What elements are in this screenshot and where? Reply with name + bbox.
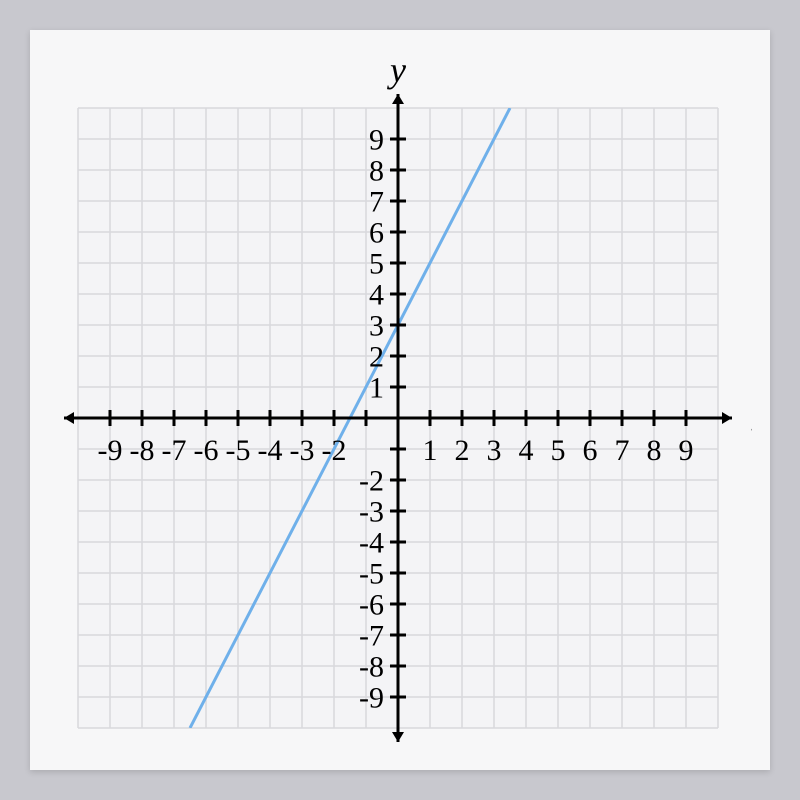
svg-text:-6: -6 bbox=[359, 589, 384, 622]
chart-panel: -9-8-7-6-5-4-3-2123456789123456789-2-3-4… bbox=[30, 30, 770, 770]
svg-text:-4: -4 bbox=[359, 527, 384, 560]
svg-text:-3: -3 bbox=[359, 496, 384, 529]
svg-text:3: 3 bbox=[369, 310, 384, 343]
svg-text:9: 9 bbox=[369, 124, 384, 157]
svg-text:-8: -8 bbox=[130, 434, 155, 467]
svg-text:6: 6 bbox=[583, 434, 598, 467]
svg-text:-8: -8 bbox=[359, 651, 384, 684]
svg-text:-7: -7 bbox=[359, 620, 384, 653]
svg-text:-2: -2 bbox=[322, 434, 347, 467]
svg-text:-6: -6 bbox=[194, 434, 219, 467]
plot-area: -9-8-7-6-5-4-3-2123456789123456789-2-3-4… bbox=[48, 48, 752, 752]
svg-text:-3: -3 bbox=[290, 434, 315, 467]
svg-text:7: 7 bbox=[615, 434, 630, 467]
svg-text:4: 4 bbox=[519, 434, 534, 467]
svg-text:-9: -9 bbox=[98, 434, 123, 467]
svg-text:2: 2 bbox=[455, 434, 470, 467]
svg-text:6: 6 bbox=[369, 217, 384, 250]
svg-text:-7: -7 bbox=[162, 434, 187, 467]
svg-text:y: y bbox=[387, 50, 406, 90]
svg-text:-2: -2 bbox=[359, 465, 384, 498]
svg-text:x: x bbox=[751, 399, 752, 439]
svg-text:5: 5 bbox=[369, 248, 384, 281]
svg-text:-4: -4 bbox=[258, 434, 283, 467]
svg-text:7: 7 bbox=[369, 186, 384, 219]
svg-text:1: 1 bbox=[423, 434, 438, 467]
svg-text:1: 1 bbox=[369, 372, 384, 405]
svg-text:8: 8 bbox=[647, 434, 662, 467]
svg-text:3: 3 bbox=[487, 434, 502, 467]
coordinate-graph: -9-8-7-6-5-4-3-2123456789123456789-2-3-4… bbox=[48, 48, 752, 752]
svg-text:2: 2 bbox=[369, 341, 384, 374]
svg-text:9: 9 bbox=[679, 434, 694, 467]
svg-text:-5: -5 bbox=[226, 434, 251, 467]
svg-text:8: 8 bbox=[369, 155, 384, 188]
svg-text:4: 4 bbox=[369, 279, 384, 312]
svg-text:-9: -9 bbox=[359, 682, 384, 715]
svg-text:5: 5 bbox=[551, 434, 566, 467]
svg-text:-5: -5 bbox=[359, 558, 384, 591]
